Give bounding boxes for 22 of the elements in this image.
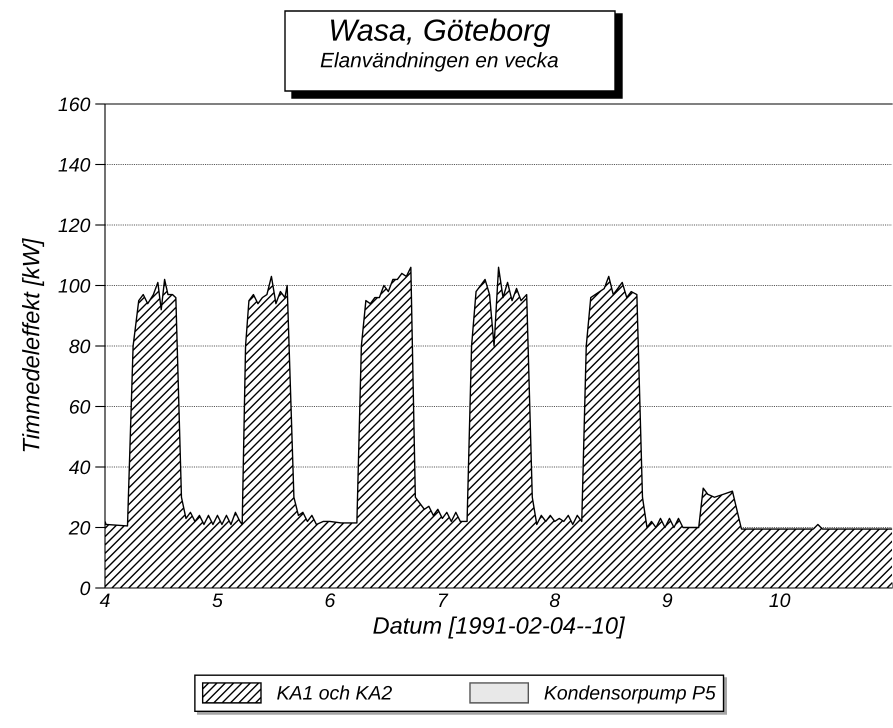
y-tick-label: 40 xyxy=(68,460,90,474)
x-tick-label: 4 xyxy=(100,594,110,607)
x-axis-title: Datum [1991-02-04--10] xyxy=(373,616,626,639)
y-tick-label: 60 xyxy=(70,400,90,414)
y-axis-title: Timmedeleffekt [kW] xyxy=(22,238,44,452)
x-tick-label: 7 xyxy=(438,594,448,607)
y-tick-label: 100 xyxy=(58,278,90,293)
y-tick-label: 120 xyxy=(58,218,90,232)
y-tick-label: 20 xyxy=(68,520,90,535)
y-tick-label: 80 xyxy=(69,339,90,354)
x-tick-label: 5 xyxy=(212,594,223,608)
chart-subtitle: Elanvändningen en vecka xyxy=(320,52,558,72)
y-tick-label: 0 xyxy=(80,581,90,596)
x-tick-label: 6 xyxy=(326,593,336,608)
legend-label: Kondensorpump P5 xyxy=(544,685,716,704)
chart-title: Wasa, Göteborg xyxy=(331,18,550,47)
legend-label: KA1 och KA2 xyxy=(277,685,392,700)
x-tick-label: 8 xyxy=(550,593,560,608)
y-tick-label: 160 xyxy=(58,97,90,112)
x-tick-label: 10 xyxy=(769,593,790,608)
y-tick-label: 140 xyxy=(58,158,90,172)
x-tick-label: 9 xyxy=(662,593,672,608)
